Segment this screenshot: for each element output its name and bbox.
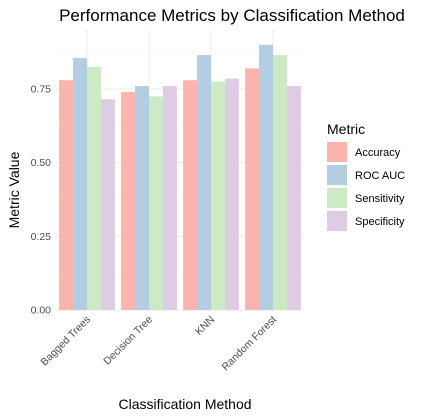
legend-label: Specificity bbox=[355, 216, 405, 228]
bars bbox=[59, 44, 301, 311]
bar-accuracy bbox=[59, 80, 74, 310]
y-tick-label: 0.50 bbox=[31, 157, 52, 169]
bar-roc-auc bbox=[73, 58, 87, 311]
x-tick-label: Random Forest bbox=[219, 314, 279, 374]
legend-swatch bbox=[327, 142, 347, 162]
chart-title: Performance Metrics by Classification Me… bbox=[59, 6, 405, 25]
y-tick-label: 0.25 bbox=[31, 231, 52, 243]
bar-roc-auc bbox=[259, 44, 273, 311]
legend-swatch bbox=[327, 211, 347, 231]
bar-specificity bbox=[100, 99, 115, 311]
bar-sensitivity bbox=[211, 81, 225, 310]
bar-sensitivity bbox=[87, 66, 101, 311]
bar-accuracy bbox=[245, 68, 260, 310]
bar-specificity bbox=[224, 78, 239, 310]
x-tick-label: KNN bbox=[193, 314, 217, 338]
legend-swatch bbox=[327, 165, 347, 185]
legend-label: ROC AUC bbox=[355, 170, 405, 182]
bar-roc-auc bbox=[197, 55, 211, 310]
bar-specificity bbox=[286, 86, 301, 310]
bar-specificity bbox=[162, 86, 177, 310]
y-tick-label: 0.75 bbox=[31, 84, 52, 96]
legend-swatch bbox=[327, 188, 347, 208]
bar-accuracy bbox=[121, 91, 136, 311]
bar-sensitivity bbox=[149, 96, 163, 310]
legend-label: Accuracy bbox=[355, 147, 401, 159]
x-axis-title: Classification Method bbox=[118, 396, 251, 412]
legend-label: Sensitivity bbox=[355, 193, 405, 205]
bar-roc-auc bbox=[135, 86, 149, 310]
legend-title: Metric bbox=[327, 121, 365, 137]
legend: Metric Accuracy ROC AUC Sensitivity Specifi… bbox=[327, 121, 405, 231]
y-axis-title: Metric Value bbox=[6, 151, 22, 228]
y-axis-ticks: 0.00 0.25 0.50 0.75 bbox=[31, 84, 52, 317]
x-axis-ticks: Bagged Trees Decision Tree KNN Random Fores… bbox=[38, 314, 279, 374]
y-tick-label: 0.00 bbox=[31, 305, 52, 317]
bar-accuracy bbox=[183, 80, 198, 310]
x-tick-label: Decision Tree bbox=[101, 314, 155, 368]
x-tick-label: Bagged Trees bbox=[38, 314, 93, 369]
bar-sensitivity bbox=[273, 55, 287, 310]
